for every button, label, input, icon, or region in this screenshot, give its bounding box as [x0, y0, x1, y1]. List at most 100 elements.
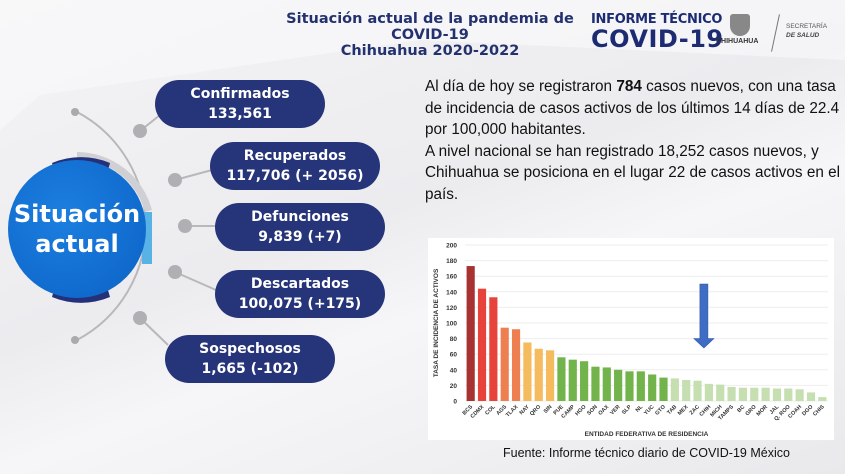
bar-mich [716, 384, 725, 401]
x-tick-label: MEX [677, 404, 690, 417]
stat-label: Defunciones [251, 209, 349, 225]
situacion-actual-circle: Situación actual [8, 160, 146, 298]
bar-tab [670, 378, 679, 401]
x-tick-label: QRO [529, 404, 543, 418]
summary-p1-post: casos nuevos, con una tasa de incidencia… [425, 78, 840, 138]
bar-chih [704, 383, 713, 401]
y-tick-label: 0 [453, 399, 457, 406]
bar-cdmx [477, 288, 487, 401]
bar-ver [614, 369, 623, 401]
informe-label: INFORME TÉCNICO [591, 12, 723, 27]
stat-value: 117,706 (+ 2056) [226, 168, 364, 184]
y-tick-label: 180 [446, 258, 457, 265]
stat-label: Recuperados [243, 148, 347, 164]
y-tick-label: 40 [450, 367, 458, 374]
bar-qroo [784, 388, 793, 401]
stat-value: 1,665 (-102) [201, 361, 299, 377]
stat-value: 133,561 [208, 106, 272, 122]
new-cases-count: 784 [616, 78, 642, 95]
chihuahua-shield-icon [730, 14, 750, 36]
x-tick-label: CAMP [560, 404, 576, 420]
incidence-bar-chart: 020406080100120140160180200BCSCDMXCOLAGS… [433, 243, 828, 438]
stat-descartados: Descartados 100,075 (+175) [215, 270, 385, 318]
bar-nay [523, 342, 532, 401]
bar-gro [750, 387, 759, 401]
x-tick-label: YUC [643, 404, 655, 416]
y-axis-label: TASA DE INCIDENCIA DE ACTIVOS [433, 268, 440, 377]
center-line1: Situación [13, 200, 141, 228]
x-tick-label: MOR [756, 404, 769, 417]
bar-tlax [511, 329, 521, 401]
informe-tecnico-logo: INFORME TÉCNICO COVID-19 [591, 12, 724, 51]
summary-paragraph-2: A nivel nacional se han registrado 18,25… [425, 142, 840, 203]
x-tick-label: NL [635, 404, 645, 414]
x-tick-label: CDMX [470, 404, 486, 420]
bar-sin [545, 350, 555, 401]
stat-defunciones: Defunciones 9,839 (+7) [215, 203, 385, 251]
summary-text: Al día de hoy se registraron 784 casos n… [425, 76, 840, 205]
bar-dgo [806, 392, 816, 401]
y-tick-label: 80 [450, 336, 458, 343]
stat-sospechosos: Sospechosos 1,665 (-102) [165, 335, 335, 383]
bar-col [489, 297, 498, 401]
bar-son [591, 366, 600, 401]
y-tick-label: 140 [446, 289, 457, 296]
x-tick-label: GTO [654, 404, 667, 417]
summary-paragraph-1: Al día de hoy se registraron 784 casos n… [425, 76, 840, 141]
chihuahua-logo-text: CHIHUAHUA [716, 38, 759, 45]
x-tick-label: SIN [543, 404, 554, 415]
stat-label: Confirmados [190, 86, 290, 102]
y-tick-label: 120 [446, 305, 457, 312]
bar-zac [693, 380, 702, 401]
bar-mor [761, 387, 770, 401]
y-tick-label: 200 [446, 243, 457, 250]
bar-camp [568, 359, 577, 401]
bar-nl [636, 371, 645, 401]
header-title: Situación actual de la pandemia de COVID… [270, 11, 590, 59]
bar-gto [659, 377, 668, 401]
header-title-line1: Situación actual de la pandemia de COVID… [286, 11, 574, 43]
x-tick-label: TLAX [505, 404, 520, 419]
x-tick-label: COL [484, 404, 497, 417]
y-tick-label: 60 [450, 352, 458, 359]
bar-hgo [580, 361, 589, 401]
x-tick-label: BC [736, 404, 746, 414]
x-tick-label: GRO [745, 404, 759, 418]
x-tick-label: HGO [574, 404, 588, 418]
bar-chis [818, 397, 827, 401]
bar-oax [602, 367, 611, 401]
x-tick-label: VER [609, 404, 621, 416]
x-tick-label: OAX [598, 404, 611, 417]
stat-confirmados: Confirmados 133,561 [155, 80, 325, 128]
bar-ags [500, 327, 509, 401]
x-tick-label: CHIS [812, 404, 826, 418]
secretaria-logo: SECRETARÍA DE SALUD [786, 22, 827, 40]
secretaria-line1: SECRETARÍA [786, 23, 828, 30]
bar-jal [772, 388, 782, 401]
x-tick-label: TAB [666, 404, 678, 416]
y-tick-label: 160 [446, 274, 457, 281]
bar-tamps [727, 386, 736, 401]
x-tick-label: SLP [621, 404, 633, 416]
x-axis-label: ENTIDAD FEDERATIVA DE RESIDENCIA [585, 431, 709, 438]
bar-pue [557, 357, 566, 401]
stat-label: Sospechosos [199, 341, 301, 357]
source-note: Fuente: Informe técnico diario de COVID-… [503, 446, 790, 460]
stat-value: 9,839 (+7) [258, 229, 342, 245]
bar-qro [534, 348, 543, 401]
stat-recuperados: Recuperados 117,706 (+ 2056) [210, 142, 380, 190]
stat-label: Descartados [250, 276, 350, 292]
bar-yuc [648, 374, 657, 401]
stat-value: 100,075 (+175) [238, 296, 362, 312]
y-tick-label: 100 [446, 321, 457, 328]
bar-bcs [466, 266, 475, 401]
center-line2: actual [35, 230, 119, 258]
y-tick-label: 20 [450, 383, 458, 390]
header-title-line2: Chihuahua 2020-2022 [340, 43, 520, 59]
incidence-chart: 0 20 40 60 80 100 120 140 160 180 200 BCS CDMX COL AGS… [428, 238, 834, 440]
bar-slp [625, 371, 634, 401]
bar-mex [682, 379, 691, 401]
covid-label: COVID-19 [591, 25, 724, 53]
bar-coah [795, 389, 804, 401]
down-arrow-icon [693, 283, 715, 349]
